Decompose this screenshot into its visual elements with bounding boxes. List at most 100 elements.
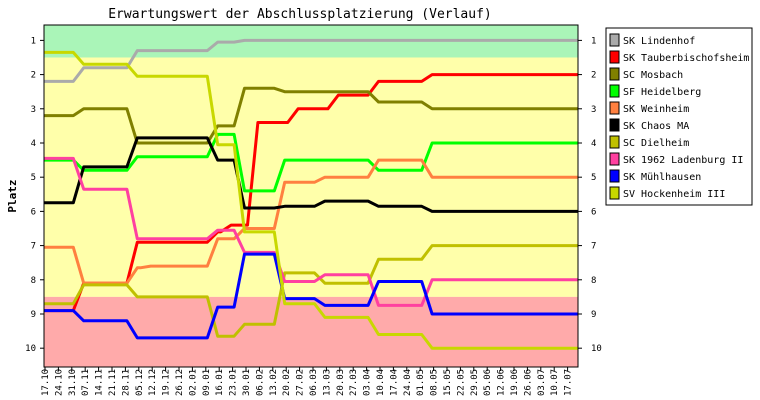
x-tick-label-23: 20.03: [336, 369, 346, 396]
series-line-9: [44, 252, 578, 340]
y-tick-label-left-4: 4: [31, 139, 36, 149]
series-line-7: [44, 244, 578, 338]
y-tick-label-left-6: 6: [31, 207, 36, 217]
legend-label-5: SK Weinheim: [623, 104, 689, 115]
legend-label-10: SV Hockenheim III: [623, 189, 725, 200]
x-tick-label-27: 17.04: [389, 369, 399, 396]
y-tick-label-right-5: 5: [591, 173, 596, 183]
legend-label-3: SC Mosbach: [623, 70, 683, 81]
x-tick-label-40: 17.07: [564, 369, 574, 396]
series-lines: [44, 38, 578, 350]
x-tick-label-39: 10.07: [550, 369, 560, 396]
series-line-10: [44, 50, 578, 350]
x-tick-label-32: 22.05: [456, 369, 466, 396]
y-axis-right: 1 2 3 4 5 6 7 8 9 10: [578, 36, 602, 354]
x-tick-label-21: 06.03: [309, 369, 319, 396]
x-tick-label-22: 13.03: [322, 369, 332, 396]
legend-swatch-2: [609, 50, 620, 64]
x-tick-label-12: 02.01: [188, 369, 198, 396]
y-tick-label-right-2: 2: [591, 71, 596, 81]
legend-frame: [605, 27, 753, 206]
series-line-6: [44, 136, 578, 213]
legend-swatch-4: [609, 84, 620, 98]
legend-label-8: SK 1962 Ladenburg II: [623, 155, 743, 166]
y-tick-label-right-1: 1: [591, 36, 596, 46]
x-tick-label-7: 28.11: [121, 369, 131, 396]
x-tick-label-2: 24.10: [54, 369, 64, 396]
legend-swatch-6: [609, 118, 620, 132]
x-tick-label-15: 23.01: [229, 369, 239, 396]
y-axis-left: 1 2 3 4 5 6 7 8 9 10: [25, 36, 44, 354]
x-tick-label-34: 05.06: [483, 369, 493, 396]
x-tick-label-33: 29.05: [470, 369, 480, 396]
y-tick-label-left-3: 3: [31, 105, 36, 115]
zone-band-3: [44, 296, 578, 367]
legend-swatch-7: [609, 135, 620, 149]
x-tick-label-8: 05.12: [135, 369, 145, 396]
x-tick-label-17: 06.02: [255, 369, 265, 396]
x-tick-label-28: 24.04: [403, 369, 413, 396]
series-line-3: [44, 86, 578, 145]
x-tick-label-6: 21.11: [108, 369, 118, 396]
x-tick-label-31: 15.05: [443, 369, 453, 396]
x-tick-label-37: 26.06: [523, 369, 533, 396]
x-tick-label-16: 30.01: [242, 369, 252, 396]
y-tick-label-right-6: 6: [591, 207, 596, 217]
legend-label-2: SK Tauberbischofsheim: [623, 53, 749, 64]
legend-swatch-8: [609, 152, 620, 166]
y-tick-label-left-2: 2: [31, 71, 36, 81]
y-tick-label-left-5: 5: [31, 173, 36, 183]
y-tick-label-left-8: 8: [31, 276, 36, 286]
x-tick-label-24: 27.03: [349, 369, 359, 396]
y-tick-label-right-7: 7: [591, 242, 596, 252]
x-tick-label-11: 26.12: [175, 369, 185, 396]
legend: SK Lindenhof SK Tauberbischofsheim SC Mosb…: [605, 27, 753, 206]
x-tick-label-13: 09.01: [202, 369, 212, 396]
x-tick-label-35: 12.06: [497, 369, 507, 396]
legend-label-4: SF Heidelberg: [623, 87, 701, 98]
legend-swatch-3: [609, 67, 620, 81]
x-tick-label-3: 31.10: [68, 369, 78, 396]
legend-swatch-10: [609, 186, 620, 200]
y-tick-label-right-8: 8: [591, 276, 596, 286]
x-axis: 17.10 24.10 31.10 07.11 14.11 21.11 28.11 05.12…: [41, 367, 574, 396]
x-tick-label-4: 07.11: [81, 369, 91, 396]
y-axis-label: Platz: [6, 179, 19, 212]
x-tick-label-30: 08.05: [430, 369, 440, 396]
y-tick-label-right-4: 4: [591, 139, 596, 149]
legend-swatch-9: [609, 169, 620, 183]
x-tick-label-20: 27.02: [296, 369, 306, 396]
legend-label-7: SC Dielheim: [623, 138, 689, 149]
legend-label-1: SK Lindenhof: [623, 36, 695, 47]
legend-swatch-1: [609, 33, 620, 47]
legend-label-6: SK Chaos MA: [623, 121, 689, 132]
y-tick-label-right-3: 3: [591, 105, 596, 115]
x-tick-label-29: 01.05: [416, 369, 426, 396]
x-tick-label-36: 19.06: [510, 369, 520, 396]
x-tick-label-5: 14.11: [95, 369, 105, 396]
x-tick-label-9: 12.12: [148, 369, 158, 396]
x-tick-label-38: 03.07: [537, 369, 547, 396]
series-line-5: [44, 158, 578, 285]
x-tick-label-10: 19.12: [162, 369, 172, 396]
chart-title: Erwartungswert der Abschlussplatzierung …: [108, 7, 492, 22]
y-tick-label-left-7: 7: [31, 242, 36, 252]
legend-label-9: SK Mühlhausen: [623, 172, 701, 183]
plot-frame: [43, 24, 579, 368]
background-zones: [44, 25, 578, 367]
series-line-2: [44, 73, 578, 313]
legend-swatch-5: [609, 101, 620, 115]
x-tick-label-18: 13.02: [269, 369, 279, 396]
series-line-4: [44, 132, 578, 193]
y-tick-label-left-9: 9: [31, 310, 36, 320]
x-tick-label-19: 20.02: [282, 369, 292, 396]
x-tick-label-14: 16.01: [215, 369, 225, 396]
y-tick-label-left-10: 10: [25, 344, 36, 354]
x-tick-label-26: 10.04: [376, 369, 386, 396]
series-line-8: [44, 156, 578, 307]
y-tick-label-right-10: 10: [591, 344, 602, 354]
y-tick-label-right-9: 9: [591, 310, 596, 320]
x-tick-label-1: 17.10: [41, 369, 51, 396]
